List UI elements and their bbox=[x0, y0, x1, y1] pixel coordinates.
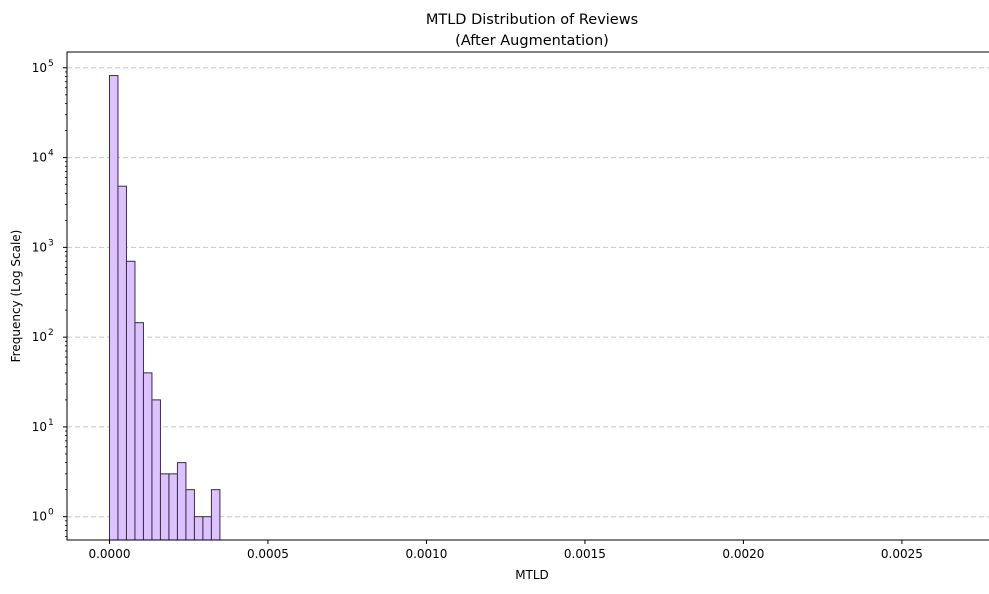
x-tick-label: 0.0015 bbox=[564, 547, 606, 561]
y-axis-label: Frequency (Log Scale) bbox=[9, 230, 23, 363]
y-tick-label: 10 bbox=[32, 330, 47, 344]
histogram-bar bbox=[202, 516, 212, 541]
histogram-bar bbox=[151, 399, 161, 541]
y-tick-exponent: 4 bbox=[48, 149, 54, 159]
histogram-bar bbox=[176, 462, 187, 541]
histogram-bar bbox=[108, 75, 119, 541]
histogram-bar bbox=[125, 260, 136, 541]
histogram-bars bbox=[108, 75, 221, 541]
x-tick-label: 0.0005 bbox=[247, 547, 289, 561]
y-tick-label: 10 bbox=[32, 151, 47, 165]
plot-frame bbox=[66, 51, 989, 541]
y-tick-label: 10 bbox=[32, 61, 47, 75]
y-tick-exponent: 1 bbox=[48, 418, 54, 428]
x-tick-label: 0.0020 bbox=[722, 547, 764, 561]
y-tick-label: 10 bbox=[32, 240, 47, 254]
histogram-bar bbox=[134, 322, 144, 541]
histogram-bar bbox=[159, 473, 170, 541]
y-tick-exponent: 2 bbox=[48, 328, 54, 338]
chart-title: MTLD Distribution of Reviews bbox=[426, 12, 638, 28]
x-tick-label: 0.0025 bbox=[881, 547, 923, 561]
y-tick-label: 10 bbox=[32, 420, 47, 434]
x-tick-label: 0.0000 bbox=[88, 547, 130, 561]
histogram-bar bbox=[210, 489, 221, 541]
y-tick-label: 10 bbox=[32, 510, 47, 524]
histogram-bar bbox=[185, 489, 195, 541]
histogram-bar bbox=[168, 473, 178, 541]
histogram-bar bbox=[193, 516, 204, 541]
histogram-bar bbox=[142, 372, 153, 541]
x-axis-label: MTLD bbox=[515, 568, 549, 582]
x-axis-ticks: 0.0000 0.0005 0.0010 0.0015 0.0020 0.0025 bbox=[88, 540, 923, 561]
y-tick-exponent: 0 bbox=[48, 508, 54, 518]
chart-subtitle: (After Augmentation) bbox=[455, 33, 609, 49]
histogram-bar bbox=[117, 185, 127, 541]
grid-lines bbox=[67, 67, 989, 518]
x-tick-label: 0.0010 bbox=[405, 547, 447, 561]
y-tick-exponent: 5 bbox=[48, 59, 54, 69]
y-tick-exponent: 3 bbox=[48, 238, 54, 248]
